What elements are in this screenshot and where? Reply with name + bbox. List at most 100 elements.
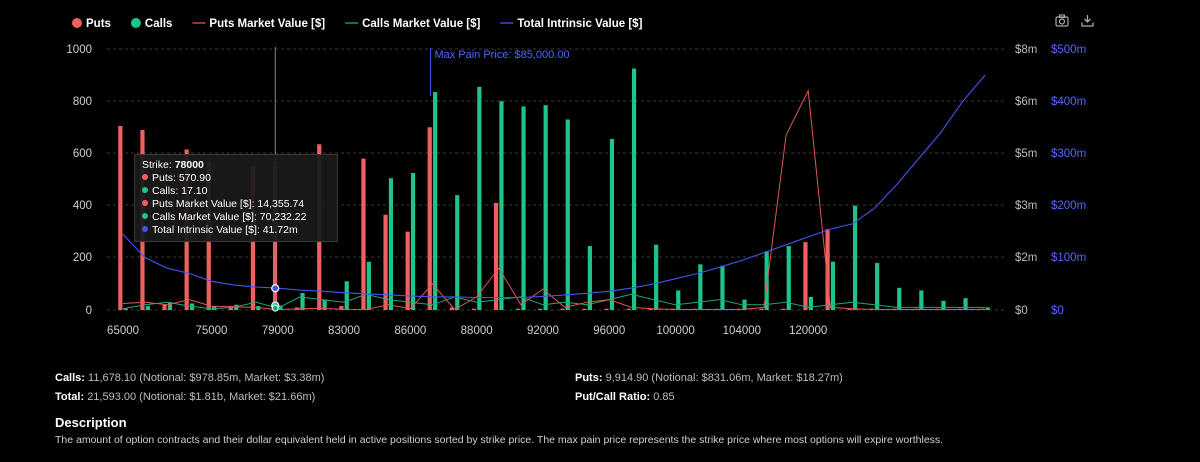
x-axis-tick: 92000 [527, 325, 559, 337]
legend-swatch [72, 18, 82, 28]
x-axis-tick: 65000 [107, 325, 139, 337]
put-bar [339, 306, 344, 310]
right-axis-tick: $500m [1051, 44, 1086, 56]
tooltip-strike-value: 78000 [174, 159, 204, 171]
right-axis-tick: $200m [1051, 200, 1086, 212]
left-axis-tick: 800 [73, 96, 92, 108]
left-axis-tick: 400 [73, 200, 92, 212]
legend-item: Puts [72, 18, 111, 30]
call-bar [808, 296, 813, 310]
legend-item: Calls [130, 18, 173, 30]
mid-axis-tick: $5m [1015, 148, 1037, 160]
x-axis-tick: 79000 [262, 325, 294, 337]
mid-axis-tick: $0 [1015, 305, 1028, 317]
legend-label: Calls Market Value [$] [362, 18, 480, 30]
x-axis-tick: 104000 [723, 325, 761, 337]
puts-market-value-line [122, 89, 985, 311]
hover-point-calls-mv [271, 304, 279, 312]
call-bar [919, 290, 924, 310]
call-bar [565, 119, 570, 310]
legend-swatch [130, 18, 141, 28]
call-bar [167, 302, 173, 310]
put-bar [449, 307, 454, 310]
call-bar [322, 299, 327, 310]
put-bar [427, 127, 432, 310]
put-bar [560, 308, 565, 310]
x-axis-tick: 96000 [593, 325, 625, 337]
tooltip-puts-market-value: Puts Market Value [$]: 14,355.74 [152, 198, 305, 210]
legend-item: Total Intrinsic Value [$] [500, 18, 643, 30]
call-bar [676, 290, 681, 310]
call-bar [477, 86, 482, 310]
tooltip-puts: Puts: 570.90 [152, 172, 211, 184]
left-axis-tick: 0 [86, 305, 92, 317]
put-bar [781, 308, 786, 310]
put-bar [538, 308, 543, 310]
put-bar [582, 308, 587, 310]
x-axis-tick: 120000 [789, 325, 827, 337]
call-bar [388, 178, 394, 310]
put-bar [162, 304, 167, 310]
call-bar [963, 298, 968, 310]
put-bar [803, 242, 808, 310]
right-axis-tick: $400m [1051, 96, 1086, 108]
calls-market-value-line [122, 293, 985, 310]
call-bar [455, 195, 460, 310]
x-axis-tick: 100000 [656, 325, 694, 337]
left-axis-tick: 600 [73, 148, 92, 160]
call-bar [499, 101, 504, 310]
call-bar [278, 305, 283, 310]
chart-toolbar [1055, 14, 1094, 27]
stat-total: Total: 21,593.00 (Notional: $1.81b, Mark… [55, 391, 316, 403]
download-icon[interactable] [1081, 14, 1094, 27]
put-bar [847, 308, 852, 310]
call-bar [433, 92, 438, 310]
put-bar [361, 158, 366, 310]
left-axis-tick: 200 [73, 252, 92, 264]
put-bar [516, 308, 521, 310]
call-bar [543, 105, 548, 311]
right-axis-tick: $0 [1051, 305, 1064, 317]
call-bar [720, 265, 725, 310]
legend-item: Puts Market Value [$] [192, 18, 325, 30]
x-axis-tick: 86000 [394, 325, 426, 337]
legend-label: Puts [86, 18, 111, 30]
stat-puts: Puts: 9,914.90 (Notional: $831.06m, Mark… [575, 372, 843, 384]
call-bar [941, 300, 946, 310]
stat-put-call-ratio: Put/Call Ratio: 0.85 [575, 391, 675, 403]
call-bar [786, 246, 791, 310]
put-bar [493, 202, 499, 310]
call-bar [366, 261, 371, 310]
mid-axis-tick: $6m [1015, 96, 1037, 108]
x-axis-tick: 75000 [195, 325, 227, 337]
put-bar [604, 308, 609, 310]
put-bar [626, 308, 631, 310]
right-axis-tick: $100m [1051, 252, 1086, 264]
mid-axis-tick: $2m [1015, 252, 1037, 264]
call-bar [631, 68, 637, 310]
call-bar [875, 263, 880, 310]
put-bar [383, 214, 388, 310]
call-bar [985, 307, 990, 310]
legend-item: Calls Market Value [$] [345, 18, 481, 30]
put-bar [648, 308, 653, 310]
put-bar [471, 308, 477, 310]
put-bar [825, 229, 830, 310]
call-bar [654, 244, 659, 310]
mid-axis-tick: $3m [1015, 200, 1037, 212]
put-bar [118, 125, 123, 311]
camera-icon[interactable] [1055, 14, 1069, 27]
put-bar [405, 231, 410, 310]
description-text: The amount of option contracts and their… [55, 434, 944, 446]
call-bar [897, 287, 902, 310]
call-bar [830, 261, 836, 310]
legend-label: Calls [145, 18, 173, 30]
max-pain-label: Max Pain Price: $85,000.00 [434, 49, 569, 61]
stat-calls: Calls: 11,678.10 (Notional: $978.85m, Ma… [55, 372, 325, 384]
hover-point-total [271, 284, 280, 293]
call-bar [764, 251, 769, 310]
call-bar [123, 308, 128, 310]
call-bar [609, 139, 615, 310]
hover-tooltip: Strike: 78000 Puts: 570.90 Calls: 17.10 … [134, 154, 338, 242]
description-title: Description [55, 415, 127, 430]
